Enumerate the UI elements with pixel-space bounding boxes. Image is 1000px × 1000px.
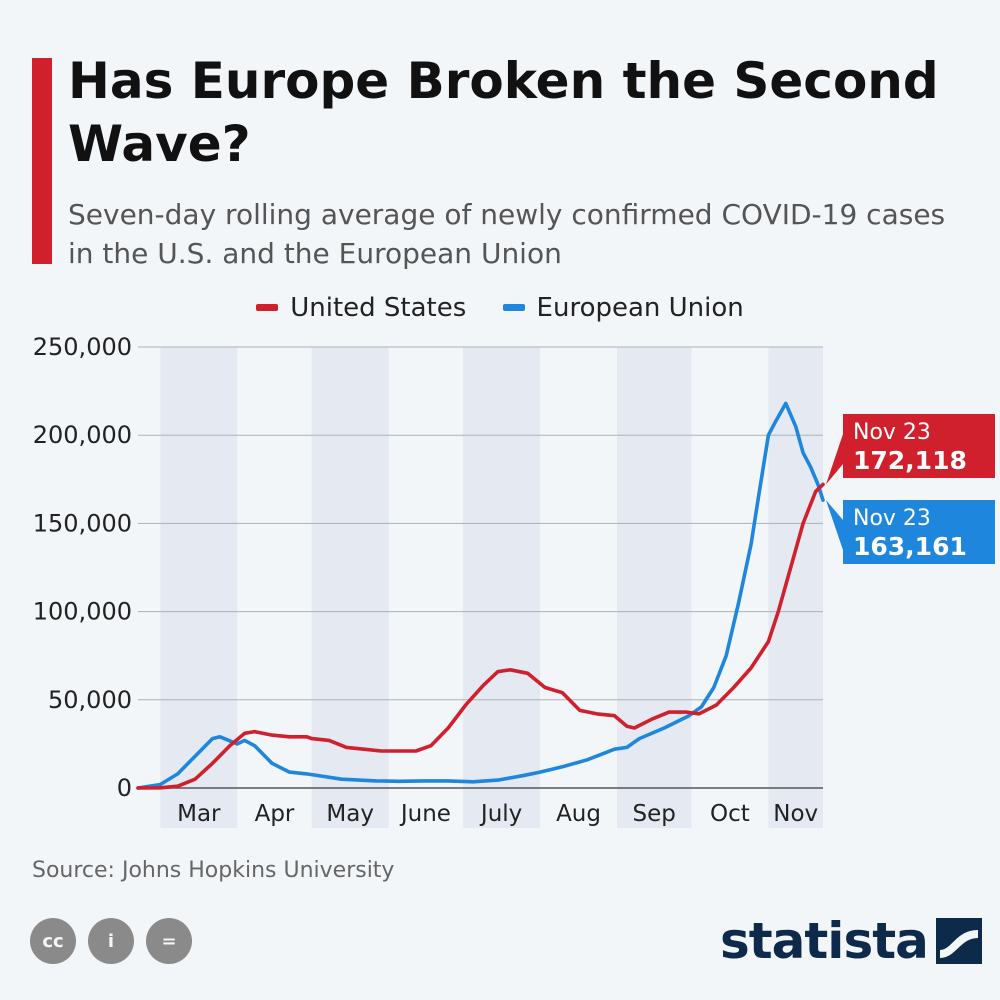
callout-value-us: 172,118 [853, 446, 967, 475]
x-tick-label: Sep [633, 801, 676, 827]
series-line-us [136, 482, 825, 790]
brand-name: statista [720, 912, 929, 970]
month-bands [160, 347, 823, 828]
callout-date-eu: Nov 23 [853, 506, 931, 531]
y-tick-label: 100,000 [33, 598, 132, 626]
callout-pointer-us [826, 434, 843, 485]
month-band-july [463, 347, 541, 828]
line-chart: 0 50,000 100,000 150,000 200,000 250,000 Mar A… [33, 333, 995, 828]
x-tick-label: June [399, 801, 451, 827]
callout-date-us: Nov 23 [853, 420, 931, 445]
attribution-icon: i [88, 918, 134, 964]
x-tick-label: Oct [710, 801, 750, 827]
statista-logo-icon [935, 918, 982, 964]
statista-brand: statista [720, 912, 982, 970]
month-band-sep [617, 347, 692, 828]
callout-box-us [843, 414, 995, 478]
gridlines [138, 346, 823, 789]
legend-swatch-us [256, 304, 279, 311]
y-tick-label: 0 [117, 774, 132, 802]
y-tick-label: 200,000 [33, 421, 132, 449]
license-icons: cc i = [30, 918, 192, 964]
cc-icon: cc [30, 918, 76, 964]
x-tick-label: May [326, 801, 374, 827]
x-axis-ticks: Mar Apr May June July Aug Sep Oct Nov [177, 801, 818, 827]
chart-title: Has Europe Broken the Second Wave? [68, 52, 939, 173]
callout-box-eu [843, 500, 995, 564]
no-derivatives-icon: = [146, 918, 192, 964]
x-tick-label: Aug [556, 801, 601, 827]
legend-swatch-eu [502, 304, 525, 311]
callout-pointer-eu [826, 500, 843, 550]
legend-label-eu: European Union [536, 292, 744, 323]
y-tick-label: 250,000 [33, 333, 132, 361]
callout-value-eu: 163,161 [853, 532, 967, 561]
y-tick-label: 50,000 [48, 686, 132, 714]
legend-item-eu: European Union [502, 292, 744, 323]
series-line-eu [136, 401, 825, 790]
series-lines [136, 401, 825, 790]
x-tick-label: Nov [773, 801, 818, 827]
month-band-may [311, 347, 389, 828]
x-tick-label: July [479, 801, 522, 827]
accent-bar [32, 58, 52, 264]
legend-item-us: United States [256, 293, 466, 323]
legend-label-us: United States [290, 292, 467, 323]
source-note: Source: Johns Hopkins University [32, 858, 395, 883]
x-tick-label: Apr [255, 801, 295, 827]
chart-subtitle: Seven-day rolling average of newly confi… [68, 198, 946, 270]
legend: United States European Union [0, 288, 1000, 323]
y-axis-ticks: 0 50,000 100,000 150,000 200,000 250,000 [33, 333, 132, 802]
month-band-mar [160, 347, 238, 828]
x-tick-label: Mar [177, 801, 221, 827]
y-tick-label: 150,000 [33, 509, 132, 537]
